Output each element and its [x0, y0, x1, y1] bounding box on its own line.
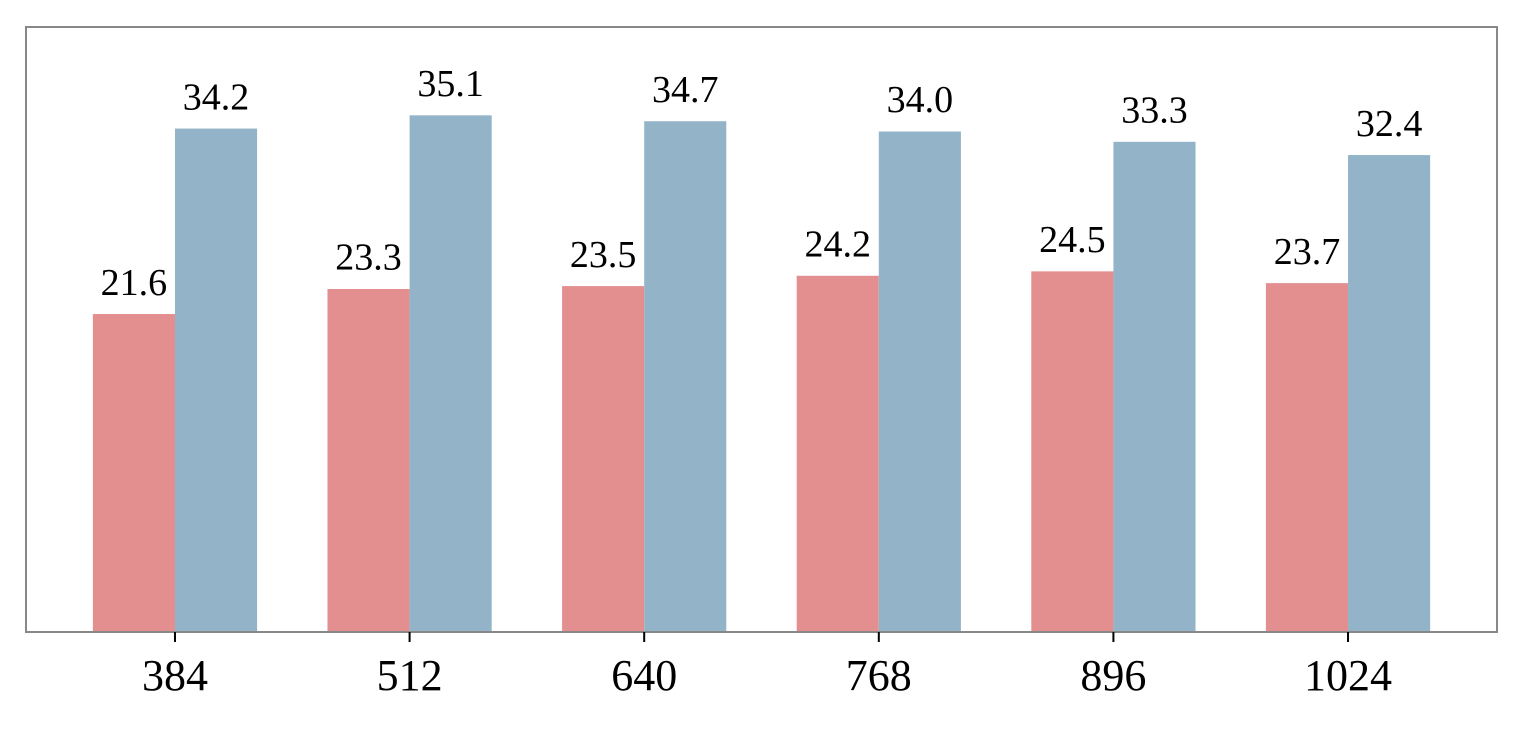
bar — [1348, 155, 1431, 633]
bar — [409, 115, 492, 632]
value-label: 34.7 — [652, 69, 719, 111]
bar — [327, 289, 410, 632]
value-label: 23.5 — [570, 234, 637, 276]
axes-frame — [25, 26, 1498, 633]
x-tick-label: 512 — [377, 651, 443, 700]
value-label: 23.7 — [1274, 231, 1341, 273]
value-label: 35.1 — [417, 63, 484, 105]
bar — [562, 286, 645, 632]
value-label: 34.2 — [183, 76, 250, 118]
bar — [174, 128, 258, 632]
value-label: 24.2 — [804, 223, 871, 265]
bar — [92, 314, 175, 632]
value-label: 32.4 — [1356, 103, 1423, 145]
value-label: 21.6 — [101, 262, 168, 304]
bar — [1031, 271, 1114, 632]
value-label: 23.3 — [335, 237, 402, 279]
bar — [878, 131, 961, 633]
x-tick-label: 1024 — [1304, 651, 1392, 700]
bar — [1113, 141, 1196, 633]
x-tick-label: 768 — [846, 651, 912, 700]
bar — [644, 121, 727, 633]
x-tick-label: 384 — [142, 651, 208, 700]
x-tick-label: 896 — [1080, 651, 1146, 700]
bar — [796, 275, 879, 632]
bar — [1265, 283, 1349, 632]
value-label: 34.0 — [887, 79, 954, 121]
value-label: 33.3 — [1121, 90, 1188, 132]
value-label: 24.5 — [1039, 219, 1106, 261]
x-tick-label: 640 — [611, 651, 677, 700]
